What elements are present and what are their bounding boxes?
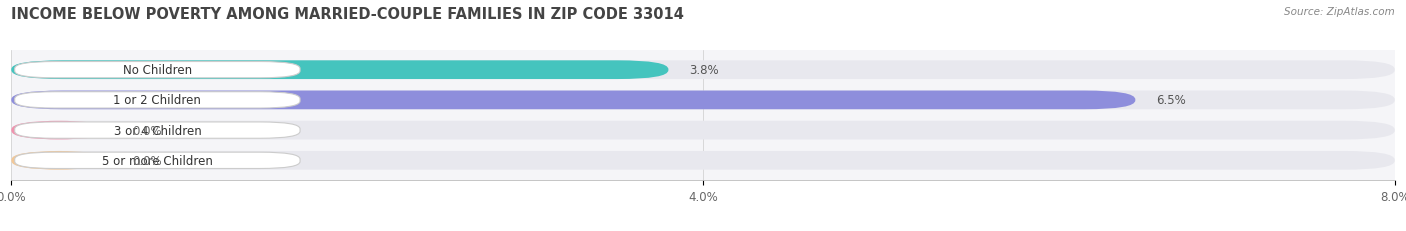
FancyBboxPatch shape (11, 91, 1395, 110)
Text: 0.0%: 0.0% (132, 154, 162, 167)
FancyBboxPatch shape (14, 122, 299, 139)
FancyBboxPatch shape (14, 92, 299, 109)
FancyBboxPatch shape (11, 121, 107, 140)
FancyBboxPatch shape (14, 152, 299, 169)
Text: No Children: No Children (122, 64, 193, 77)
Text: 0.0%: 0.0% (132, 124, 162, 137)
Text: INCOME BELOW POVERTY AMONG MARRIED-COUPLE FAMILIES IN ZIP CODE 33014: INCOME BELOW POVERTY AMONG MARRIED-COUPL… (11, 7, 685, 22)
FancyBboxPatch shape (11, 91, 1136, 110)
Text: 3 or 4 Children: 3 or 4 Children (114, 124, 201, 137)
FancyBboxPatch shape (11, 121, 1395, 140)
FancyBboxPatch shape (11, 151, 107, 170)
FancyBboxPatch shape (11, 61, 1395, 80)
FancyBboxPatch shape (11, 61, 668, 80)
FancyBboxPatch shape (11, 151, 1395, 170)
Text: Source: ZipAtlas.com: Source: ZipAtlas.com (1284, 7, 1395, 17)
Text: 1 or 2 Children: 1 or 2 Children (114, 94, 201, 107)
Text: 3.8%: 3.8% (689, 64, 718, 77)
Text: 5 or more Children: 5 or more Children (103, 154, 212, 167)
FancyBboxPatch shape (14, 62, 299, 79)
Text: 6.5%: 6.5% (1156, 94, 1185, 107)
